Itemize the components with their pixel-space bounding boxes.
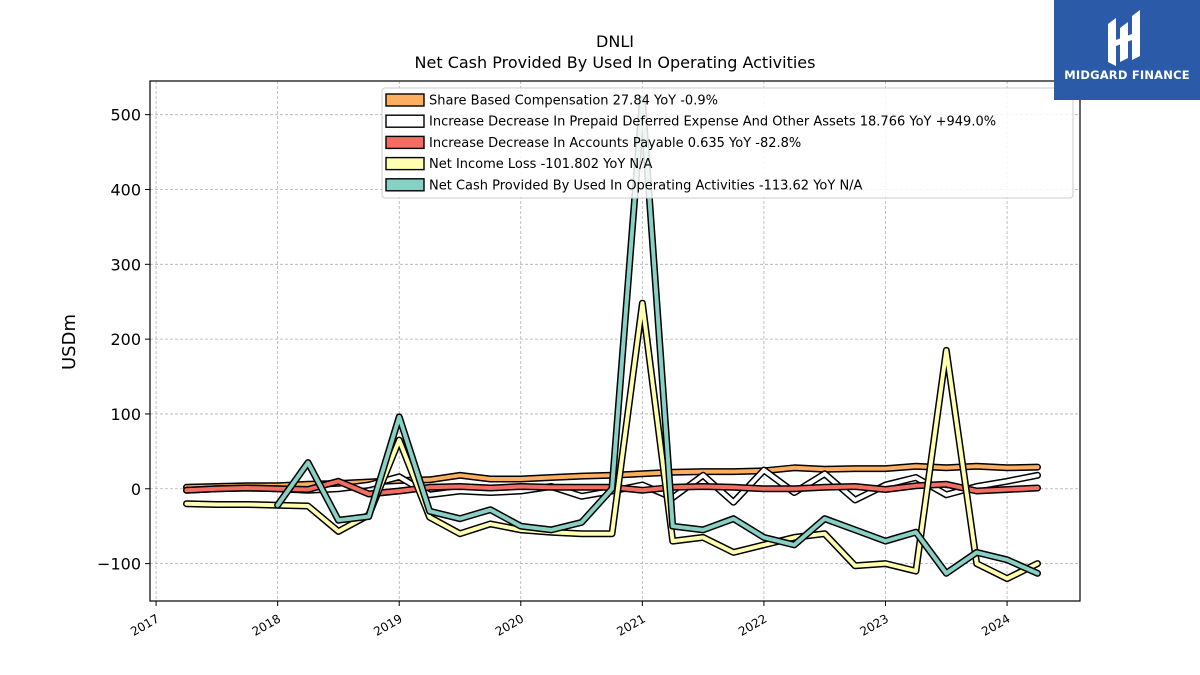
series-5 [274,96,1041,577]
x-tick-label: 2023 [858,611,891,638]
legend-swatch [385,93,425,107]
x-tick-label: 2017 [128,611,161,638]
series-4 [183,299,1041,583]
x-tick-label: 2018 [250,611,283,638]
x-tick-label: 2021 [614,611,647,638]
plot-area-frame [149,80,1081,602]
legend-label: Net Cash Provided By Used In Operating A… [429,178,863,193]
legend-label: Increase Decrease In Prepaid Deferred Ex… [429,115,996,130]
chart-title: DNLI [596,32,634,51]
legend-item: Share Based Compensation 27.84 YoY -0.9% [385,93,718,109]
chart-subtitle: Net Cash Provided By Used In Operating A… [415,53,816,72]
legend-item: Net Cash Provided By Used In Operating A… [385,178,863,193]
series-line [275,97,1040,576]
y-tick-label: 400 [110,180,141,199]
y-tick-label: −100 [97,555,141,574]
legend-swatch [385,135,425,150]
logo-text: MIDGARD FINANCE [1064,68,1190,82]
y-tick-label: 300 [110,255,141,274]
y-axis-label: USDm [59,314,80,370]
x-tick-label: 2020 [493,611,526,638]
y-tick-label: 0 [131,480,141,499]
series-layer [183,96,1041,583]
y-tick-label: 100 [110,405,141,424]
x-tick-label: 2024 [979,611,1012,638]
legend-swatch [385,114,425,128]
legend-item: Increase Decrease In Accounts Payable 0.… [385,135,801,151]
legend-item: Net Income Loss -101.802 YoY N/A [385,156,652,172]
legend-item: Increase Decrease In Prepaid Deferred Ex… [385,114,996,130]
y-tick-label: 500 [110,106,141,125]
legend-label: Share Based Compensation 27.84 YoY -0.9% [429,94,718,109]
y-tick-label: 200 [110,330,141,349]
brand-logo: MIDGARD FINANCE [1054,0,1200,100]
legend-label: Net Income Loss -101.802 YoY N/A [429,157,652,172]
midgard-logo-icon [1108,10,1140,66]
x-tick-label: 2022 [736,611,769,638]
legend-swatch [385,178,425,192]
legend-label: Increase Decrease In Accounts Payable 0.… [429,136,801,151]
legend-swatch [385,156,425,171]
series-line [184,301,1040,581]
legend-box [381,87,1074,199]
legend: Share Based Compensation 27.84 YoY -0.9%… [381,87,1074,199]
x-tick-label: 2019 [371,611,404,638]
